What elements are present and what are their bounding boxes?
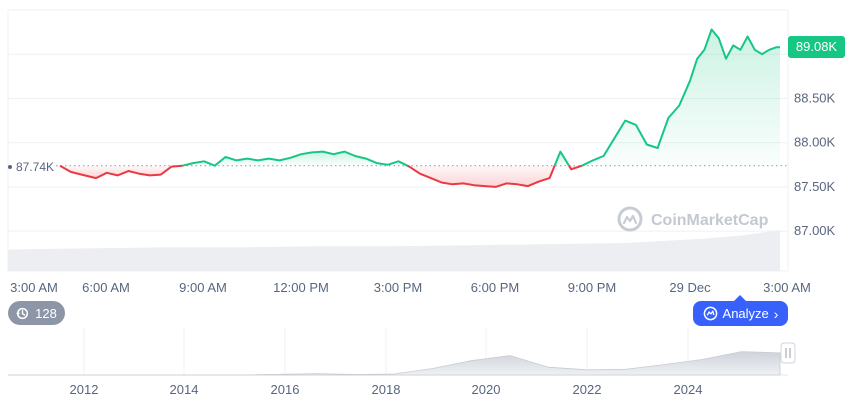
value-badges: 87.74K 89.08K [8, 36, 845, 174]
current-price-text: 89.08K [796, 39, 838, 54]
x-tick-label: 29 Dec [669, 280, 711, 295]
area-below-reference [407, 165, 555, 187]
x-tick-label: 12:00 PM [273, 280, 329, 295]
coinmarketcap-logo-icon [703, 306, 717, 321]
price-line-above [581, 28, 780, 167]
price-line-below [59, 164, 183, 180]
volume-bars [8, 230, 780, 271]
price-line-above [182, 150, 408, 167]
range-overview[interactable]: 2012 2014 2016 2018 2020 2022 2024 [8, 328, 788, 397]
overview-x-tick-label: 2022 [573, 382, 602, 397]
drag-handle-icon[interactable] [780, 342, 796, 364]
overview-x-tick-label: 2018 [372, 382, 401, 397]
watermark: CoinMarketCap [617, 206, 769, 232]
overview-x-tick-label: 2024 [674, 382, 703, 397]
x-tick-label: 6:00 PM [471, 280, 519, 295]
price-line-below [568, 164, 583, 171]
analyze-label: Analyze [722, 306, 769, 321]
area-above-reference [582, 29, 780, 166]
area-above-reference [554, 151, 569, 166]
y-tick-label: 87.50K [794, 179, 836, 194]
price-line [59, 28, 780, 188]
volume-area [8, 230, 780, 271]
coinmarketcap-logo-icon [617, 206, 643, 232]
x-tick-label: 3:00 AM [10, 280, 58, 295]
y-tick-label: 88.00K [794, 135, 836, 150]
history-count: 128 [35, 305, 57, 321]
price-line-below [406, 164, 556, 188]
x-tick-label: 3:00 AM [763, 280, 811, 295]
reference-value-label: 87.74K [8, 160, 54, 174]
analyze-pointer [734, 295, 746, 301]
y-tick-label: 87.00K [794, 223, 836, 238]
x-tick-label: 6:00 AM [82, 280, 130, 295]
history-button[interactable]: 128 [8, 301, 65, 325]
x-tick-label: 9:00 PM [568, 280, 616, 295]
overview-x-tick-label: 2014 [170, 382, 199, 397]
x-tick-label: 3:00 PM [374, 280, 422, 295]
y-axis: 87.00K 87.50K 88.00K 88.50K [794, 90, 836, 238]
overview-x-tick-label: 2012 [70, 382, 99, 397]
analyze-button[interactable]: Analyze › [693, 301, 788, 326]
history-clock-icon [16, 307, 29, 319]
overview-x-tick-label: 2016 [271, 382, 300, 397]
x-axis: 3:00 AM 6:00 AM 9:00 AM 12:00 PM 3:00 PM 6:00… [10, 280, 811, 295]
current-price-badge: 89.08K [788, 36, 845, 58]
overview-area [8, 351, 781, 376]
overview-x-tick-label: 2020 [472, 382, 501, 397]
y-tick-label: 88.50K [794, 90, 836, 105]
grid-lines [7, 9, 789, 272]
watermark-text: CoinMarketCap [651, 212, 769, 229]
chevron-right-icon: › [773, 305, 779, 322]
reference-value-text: 87.74K [16, 160, 54, 174]
x-tick-label: 9:00 AM [179, 280, 227, 295]
price-line-above [553, 150, 570, 167]
price-area [60, 29, 780, 187]
